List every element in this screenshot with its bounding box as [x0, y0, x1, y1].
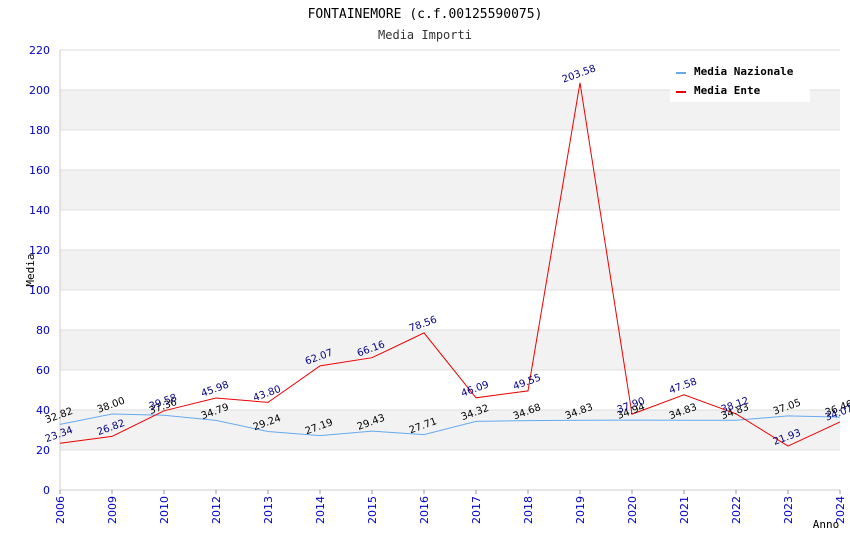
legend-box: [670, 60, 810, 102]
y-axis-label: Media: [24, 253, 37, 286]
y-tick-label: 220: [29, 44, 50, 57]
x-tick-label: 2018: [522, 496, 535, 524]
x-tick-labels: 2006 2009 2010 2012 2013 2014 2015 2016 2017 2018…: [54, 490, 847, 524]
legend-label-media-ente: Media Ente: [694, 84, 761, 97]
x-tick-label: 2023: [782, 496, 795, 524]
data-label-media-ente: 45.98: [200, 380, 231, 400]
chart-title: FONTAINEMORE (c.f.00125590075): [308, 7, 543, 22]
grid-band: [60, 410, 840, 450]
y-tick-label: 0: [43, 484, 50, 497]
series-line-media-ente: [59, 82, 841, 447]
y-tick-label: 20: [36, 444, 50, 457]
x-tick-label: 2017: [470, 496, 483, 524]
data-label-media-ente: 49.55: [512, 372, 543, 392]
x-tick-label: 2020: [626, 496, 639, 524]
y-tick-label: 120: [29, 244, 50, 257]
y-tick-label: 40: [36, 404, 50, 417]
y-tick-label: 200: [29, 84, 50, 97]
x-tick-label: 2016: [418, 496, 431, 524]
y-tick-label: 140: [29, 204, 50, 217]
x-tick-label: 2012: [210, 496, 223, 524]
x-tick-label: 2021: [678, 496, 691, 524]
data-label-media-ente: 47.58: [668, 376, 699, 396]
grid-bands: [60, 90, 840, 450]
gridlines: [60, 49, 840, 491]
x-tick-label: 2015: [366, 496, 379, 524]
y-tick-label: 60: [36, 364, 50, 377]
x-tick-label: 2006: [54, 496, 67, 524]
grid-band: [60, 250, 840, 290]
x-tick-label: 2009: [106, 496, 119, 524]
series-line-media-nazionale: [59, 413, 841, 437]
y-tick-label: 180: [29, 124, 50, 137]
y-tick-label: 80: [36, 324, 50, 337]
x-tick-label: 2014: [314, 496, 327, 524]
y-tick-labels: 0 20 40 60 80 100 120 140 160 180 200 220: [29, 44, 50, 497]
data-label-media-ente: 203.58: [561, 63, 598, 85]
data-label-media-ente: 43.80: [252, 384, 283, 404]
series-lines: [59, 82, 841, 447]
y-tick-label: 100: [29, 284, 50, 297]
x-tick-label: 2024: [834, 496, 847, 524]
legend-label-media-nazionale: Media Nazionale: [694, 65, 794, 78]
grid-band: [60, 330, 840, 370]
y-tick-label: 160: [29, 164, 50, 177]
x-axis-label: Anno: [813, 518, 840, 531]
x-tick-label: 2022: [730, 496, 743, 524]
x-tick-label: 2010: [158, 496, 171, 524]
x-tick-label: 2013: [262, 496, 275, 524]
grid-band: [60, 170, 840, 210]
x-tick-label: 2019: [574, 496, 587, 524]
legend: Media Nazionale Media Ente: [670, 60, 810, 102]
axes: [59, 50, 840, 491]
chart-subtitle: Media Importi: [378, 28, 472, 42]
